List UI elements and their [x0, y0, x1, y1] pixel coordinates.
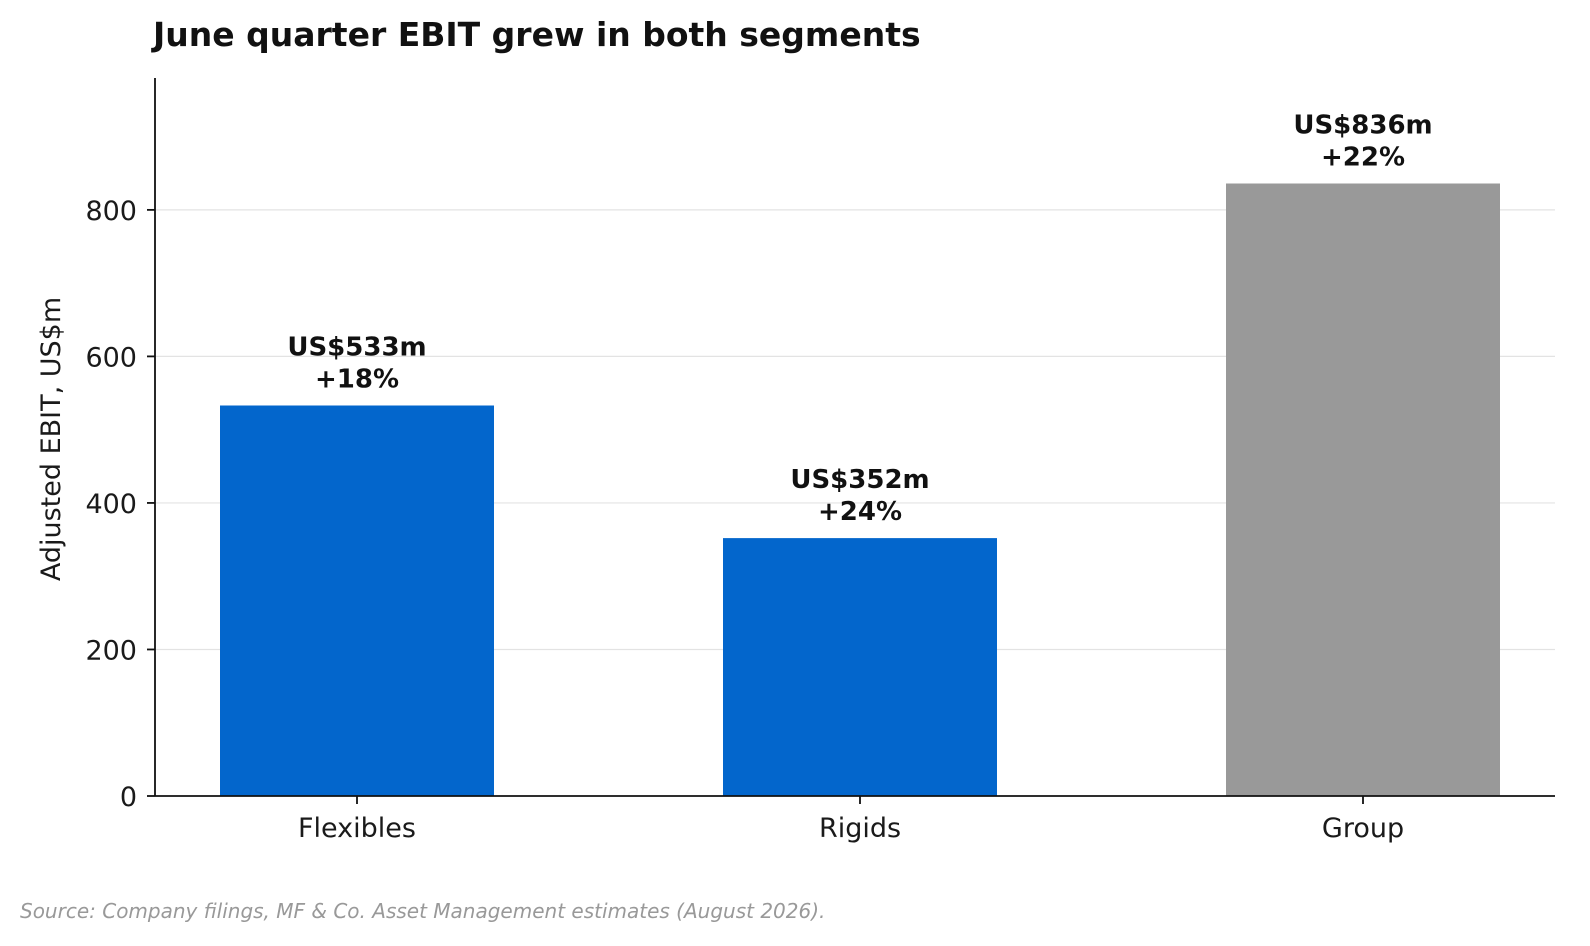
- bar-flexibles: [220, 405, 494, 796]
- bar-data-label: US$352m: [790, 465, 929, 495]
- bars: [220, 183, 1500, 796]
- bar-data-label: US$533m: [287, 332, 426, 362]
- y-tick-label: 600: [85, 342, 137, 373]
- x-tick-label: Rigids: [819, 813, 901, 844]
- x-tick-label: Flexibles: [298, 813, 416, 844]
- bar-data-label: +18%: [315, 364, 399, 394]
- y-tick-label: 200: [85, 635, 137, 666]
- bar-labels: US$533m+18% US$352m+24% US$836m+22%: [287, 111, 1432, 528]
- x-tick-label: Group: [1322, 813, 1404, 844]
- y-tick-label: 0: [120, 782, 137, 813]
- axes: 0 200 400 600 800 Flexibles Rigids Group: [85, 78, 1555, 844]
- y-tick-label: 400: [85, 489, 137, 520]
- y-axis-label: Adjusted EBIT, US$m: [36, 297, 67, 581]
- source-note: Source: Company filings, MF & Co. Asset …: [20, 899, 825, 923]
- bar-rigids: [723, 538, 997, 796]
- bar-data-label: +24%: [818, 497, 902, 527]
- bar-group: [1226, 183, 1500, 796]
- bar-data-label: +22%: [1321, 143, 1405, 173]
- bar-data-label: US$836m: [1293, 111, 1432, 141]
- y-tick-label: 800: [85, 196, 137, 227]
- chart-title: June quarter EBIT grew in both segments: [151, 15, 921, 54]
